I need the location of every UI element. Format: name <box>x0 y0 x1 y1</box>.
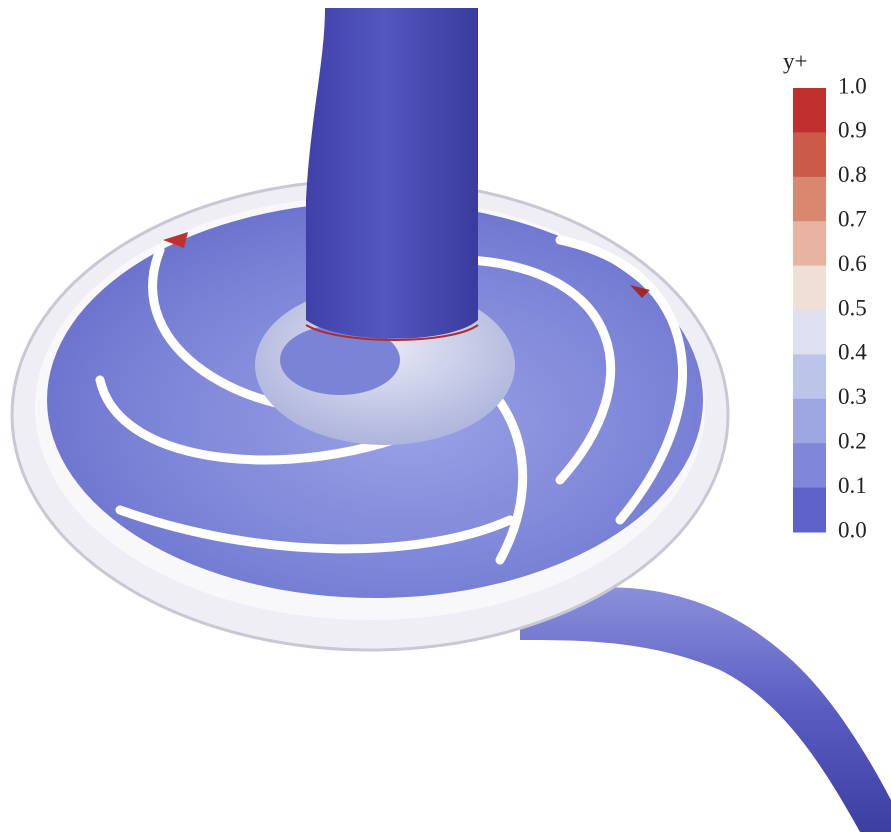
colorbar-label: 0.8 <box>838 162 867 187</box>
hot-spot <box>630 285 650 298</box>
shaft-edge <box>305 324 479 341</box>
outlet-pipe <box>520 587 891 832</box>
colorbar-band <box>793 354 826 400</box>
colorbar-label: 0.4 <box>838 340 867 365</box>
colorbar-label: 0.0 <box>838 517 867 542</box>
colorbar-band <box>793 176 826 222</box>
colorbar-band <box>793 132 826 178</box>
colorbar-band <box>793 265 826 311</box>
colorbar-band <box>793 310 826 355</box>
colorbar-label: 0.9 <box>838 118 867 143</box>
shaft <box>306 8 478 339</box>
colorbar-title: y+ <box>783 48 807 73</box>
colorbar-label: 1.0 <box>838 73 867 98</box>
hub-eye <box>280 325 400 395</box>
colorbar-label: 0.7 <box>838 206 867 231</box>
colorbar-label: 0.5 <box>838 295 867 320</box>
colorbar-band <box>793 443 826 489</box>
colorbar-band <box>793 487 826 533</box>
colorbar: y+ 1.0 0.9 0.8 0.7 0.6 0.5 0.4 0.3 0.2 0.1 0.0 <box>783 48 867 542</box>
colorbar-band <box>793 88 826 133</box>
colorbar-label: 0.3 <box>838 384 867 409</box>
pump-render <box>10 8 891 832</box>
colorbar-band <box>793 398 826 444</box>
hot-spot <box>163 232 188 248</box>
colorbar-label: 0.6 <box>838 251 867 276</box>
colorbar-label: 0.2 <box>838 428 867 453</box>
impeller-blades <box>95 235 687 565</box>
colorbar-band <box>793 221 826 267</box>
colorbar-label: 0.1 <box>838 473 867 498</box>
